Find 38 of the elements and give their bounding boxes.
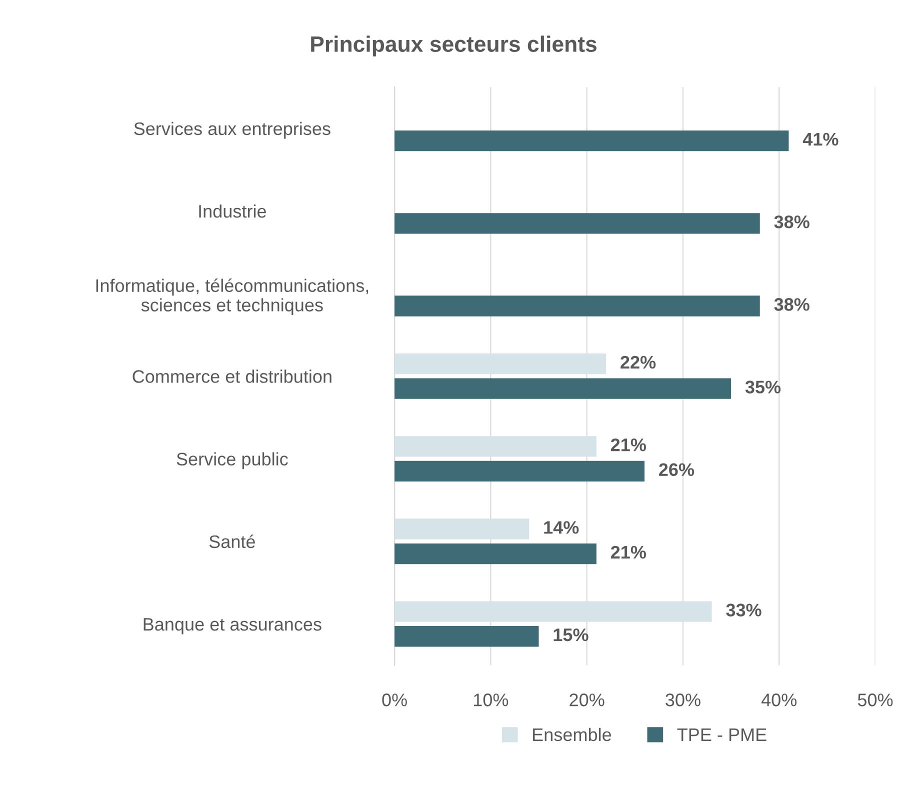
data-label: 21% [610, 546, 646, 559]
x-tick-label: 0% [382, 694, 407, 706]
legend-label: TPE - PME [677, 728, 766, 741]
bar [394, 460, 645, 482]
y-tick-label: Service public [176, 452, 288, 470]
chart-title: Principaux secteurs clients [311, 36, 596, 56]
bar [394, 626, 539, 647]
x-tick-label: 30% [666, 694, 700, 706]
data-label: 38% [774, 215, 810, 228]
y-tick-label: Banque et assurances [144, 618, 322, 634]
y-tick-label: Industrie [199, 204, 266, 218]
y-tick-label: Santé [209, 534, 255, 548]
y-tick-label: Informatique, télécommunications, sciences et techniques [96, 278, 368, 316]
x-tick-label: 50% [858, 694, 893, 706]
data-label: 14% [544, 521, 579, 534]
bar [394, 436, 596, 457]
data-label: 38% [774, 298, 810, 311]
data-label: 22% [620, 356, 656, 369]
bar [394, 130, 789, 152]
data-label: 26% [659, 463, 694, 476]
y-tick-label: Commerce et distribution [132, 370, 332, 383]
data-label: 35% [745, 380, 781, 394]
x-tick-label: 20% [570, 694, 604, 706]
bar [394, 213, 760, 234]
bar [394, 601, 712, 622]
bar [394, 296, 760, 316]
data-label: 33% [726, 604, 762, 616]
legend-label: Ensemble [533, 728, 612, 742]
x-tick-label: 10% [474, 694, 508, 706]
data-label: 41% [802, 132, 838, 146]
bar [394, 353, 606, 374]
bar [394, 543, 596, 564]
data-label: 21% [610, 438, 646, 452]
x-tick-label: 40% [761, 694, 797, 706]
bar [394, 518, 530, 540]
bar [394, 378, 732, 399]
data-label: 15% [554, 628, 588, 642]
y-tick-label: Services aux entreprises [134, 122, 330, 139]
